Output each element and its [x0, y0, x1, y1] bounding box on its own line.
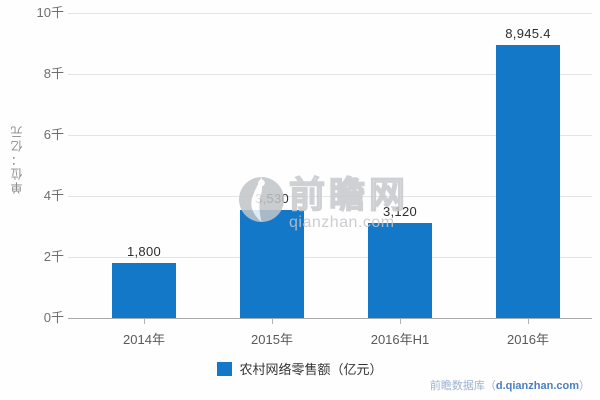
x-tick-label: 2015年	[251, 332, 293, 347]
bar-value-label: 1,800	[126, 244, 162, 259]
bar-2016年	[496, 45, 560, 318]
credit-prefix: 前瞻数据库（	[429, 380, 496, 392]
bar-value-label: 3,530	[254, 191, 290, 206]
legend-marker	[217, 361, 233, 376]
x-tick-label: 2016年H1	[370, 332, 430, 347]
x-axis-tick	[400, 319, 401, 324]
gridline	[68, 257, 592, 258]
y-tick-label: 0千	[43, 310, 64, 325]
bar-value-label: 3,120	[382, 204, 418, 219]
x-axis-tick	[272, 319, 273, 324]
x-axis-line	[68, 318, 592, 319]
gridline	[68, 196, 592, 197]
bar-2015年	[240, 210, 304, 318]
bar-2016年H1	[368, 223, 432, 318]
y-tick-label: 8千	[43, 66, 64, 81]
y-axis-title: 单位：亿元	[10, 124, 24, 194]
legend: 农村网络零售额（亿元）	[0, 359, 600, 378]
gridline	[68, 13, 592, 14]
y-tick-label: 6千	[43, 127, 64, 142]
bar-value-label: 8,945.4	[505, 26, 551, 41]
x-tick-label: 2014年	[123, 332, 165, 347]
x-axis-tick	[528, 319, 529, 324]
legend-label: 农村网络零售额（亿元）	[239, 362, 383, 377]
credit-domain-link[interactable]: d.qianzhan.com	[495, 380, 579, 392]
credit-suffix: ）	[579, 380, 590, 392]
gridline	[68, 135, 592, 136]
y-tick-label: 4千	[43, 188, 64, 203]
y-tick-label: 2千	[43, 249, 64, 264]
x-axis-tick	[144, 319, 145, 324]
x-tick-label: 2016年	[507, 332, 549, 347]
gridline	[68, 74, 592, 75]
bar-2014年	[112, 263, 176, 318]
y-tick-label: 10千	[36, 5, 64, 20]
source-credit: 前瞻数据库（d.qianzhan.com）	[430, 377, 590, 393]
